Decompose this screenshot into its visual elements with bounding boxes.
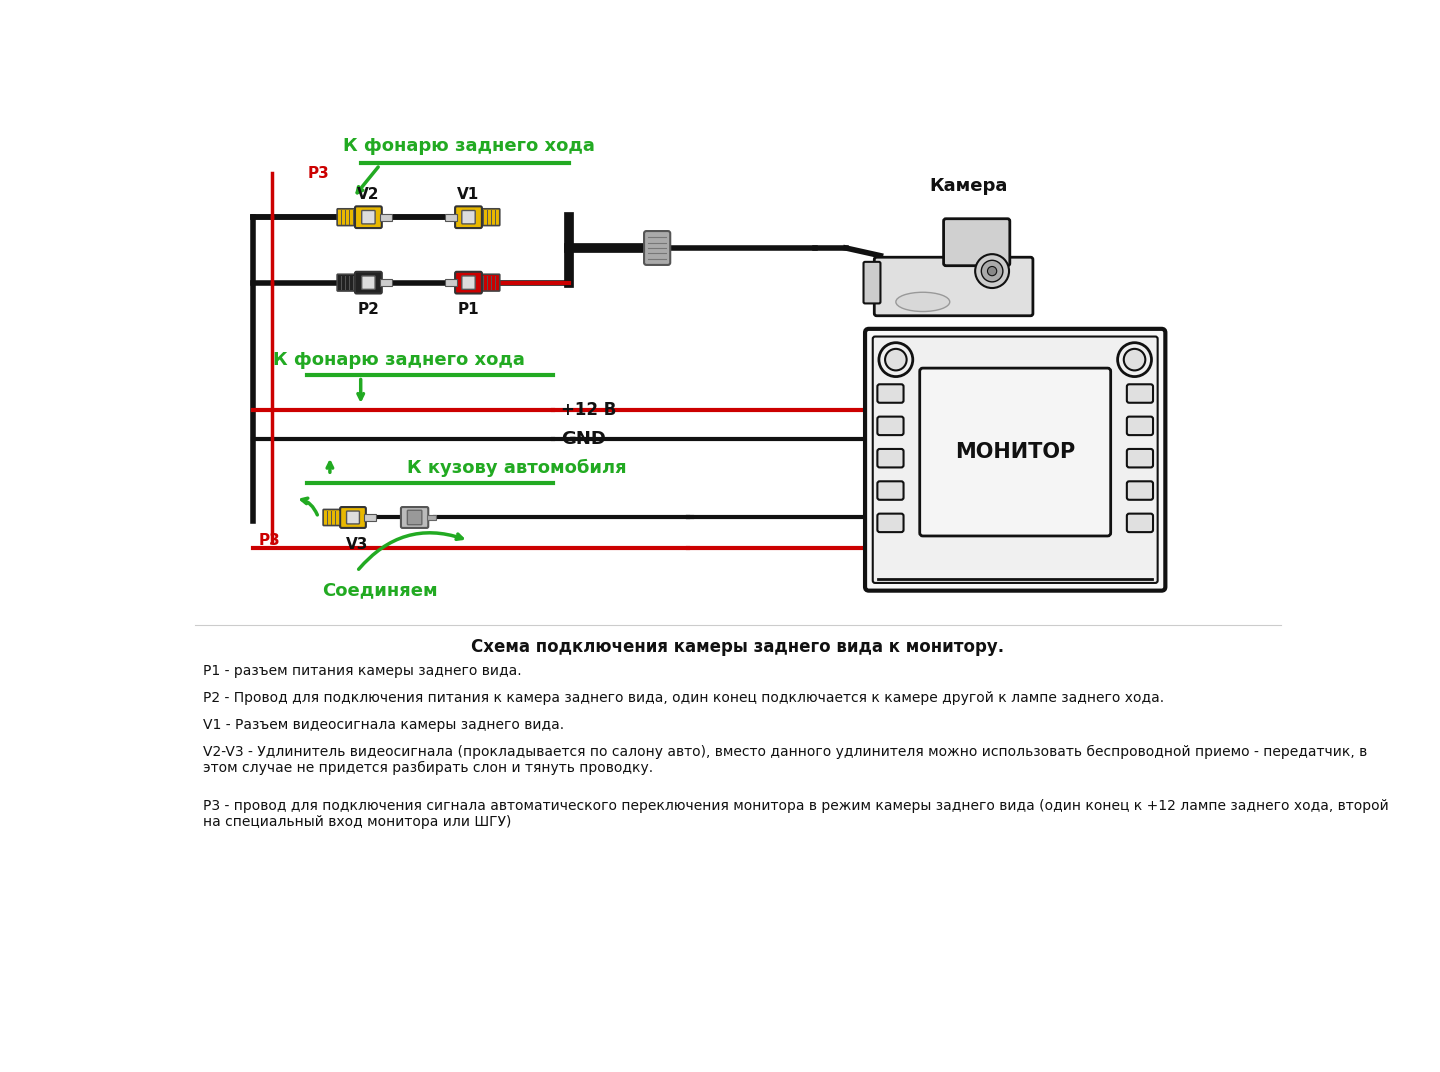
FancyBboxPatch shape <box>877 513 903 532</box>
FancyBboxPatch shape <box>455 272 482 294</box>
FancyBboxPatch shape <box>361 210 374 224</box>
FancyBboxPatch shape <box>323 509 343 525</box>
Text: P3: P3 <box>259 533 281 548</box>
Text: V2: V2 <box>357 187 380 202</box>
FancyBboxPatch shape <box>1128 449 1153 467</box>
FancyBboxPatch shape <box>920 368 1110 536</box>
Text: Р3 - провод для подключения сигнала автоматического переключения монитора в режи: Р3 - провод для подключения сигнала авто… <box>203 799 1388 829</box>
Text: P1 - разъем питания камеры заднего вида.: P1 - разъем питания камеры заднего вида. <box>203 664 521 678</box>
FancyBboxPatch shape <box>644 232 670 265</box>
Circle shape <box>981 260 1002 282</box>
Bar <box>380 213 392 221</box>
Circle shape <box>1117 343 1152 376</box>
Text: V1 - Разъем видеосигнала камеры заднего вида.: V1 - Разъем видеосигнала камеры заднего … <box>203 717 564 732</box>
Circle shape <box>988 267 996 276</box>
Text: P1: P1 <box>458 302 480 317</box>
FancyBboxPatch shape <box>356 206 382 228</box>
FancyBboxPatch shape <box>337 274 357 291</box>
FancyBboxPatch shape <box>865 329 1165 591</box>
Bar <box>364 515 376 521</box>
Text: Схема подключения камеры заднего вида к монитору.: Схема подключения камеры заднего вида к … <box>471 639 1005 656</box>
Bar <box>380 279 392 286</box>
FancyBboxPatch shape <box>480 274 500 291</box>
Circle shape <box>1123 348 1145 371</box>
Text: V3: V3 <box>346 537 369 552</box>
FancyBboxPatch shape <box>877 481 903 500</box>
Text: Соединяем: Соединяем <box>323 582 438 599</box>
Text: P2: P2 <box>357 302 379 317</box>
Circle shape <box>886 348 907 371</box>
Text: V2-V3 - Удлинитель видеосигнала (прокладывается по салону авто), вместо данного : V2-V3 - Удлинитель видеосигнала (проклад… <box>203 745 1367 775</box>
FancyBboxPatch shape <box>877 417 903 435</box>
Bar <box>445 279 456 286</box>
Bar <box>426 515 436 520</box>
Bar <box>445 213 456 221</box>
Ellipse shape <box>896 293 950 312</box>
FancyBboxPatch shape <box>480 209 500 225</box>
FancyBboxPatch shape <box>356 272 382 294</box>
FancyBboxPatch shape <box>1128 513 1153 532</box>
Text: V1: V1 <box>458 187 480 202</box>
FancyBboxPatch shape <box>1128 417 1153 435</box>
Circle shape <box>975 254 1009 288</box>
FancyBboxPatch shape <box>943 219 1009 266</box>
FancyBboxPatch shape <box>462 210 475 224</box>
FancyBboxPatch shape <box>1128 481 1153 500</box>
FancyBboxPatch shape <box>347 511 360 524</box>
Text: P2 - Провод для подключения питания к камера заднего вида, один конец подключает: P2 - Провод для подключения питания к ка… <box>203 690 1164 704</box>
FancyBboxPatch shape <box>408 510 422 524</box>
FancyBboxPatch shape <box>877 449 903 467</box>
FancyBboxPatch shape <box>864 262 880 303</box>
FancyBboxPatch shape <box>873 337 1158 583</box>
Text: GND: GND <box>562 430 606 448</box>
FancyBboxPatch shape <box>337 209 357 225</box>
FancyBboxPatch shape <box>340 507 366 527</box>
FancyBboxPatch shape <box>877 384 903 403</box>
FancyBboxPatch shape <box>455 206 482 228</box>
FancyBboxPatch shape <box>462 276 475 289</box>
Text: К фонарю заднего хода: К фонарю заднего хода <box>274 351 526 369</box>
Text: Камера: Камера <box>930 177 1008 195</box>
FancyBboxPatch shape <box>874 257 1032 316</box>
Text: P3: P3 <box>308 166 330 181</box>
Circle shape <box>878 343 913 376</box>
Text: МОНИТОР: МОНИТОР <box>955 442 1076 462</box>
Text: К фонарю заднего хода: К фонарю заднего хода <box>343 136 595 154</box>
FancyBboxPatch shape <box>1128 384 1153 403</box>
FancyBboxPatch shape <box>361 276 374 289</box>
Text: +12 В: +12 В <box>562 401 616 419</box>
FancyBboxPatch shape <box>400 507 428 527</box>
Text: К кузову автомобиля: К кузову автомобиля <box>408 459 626 477</box>
